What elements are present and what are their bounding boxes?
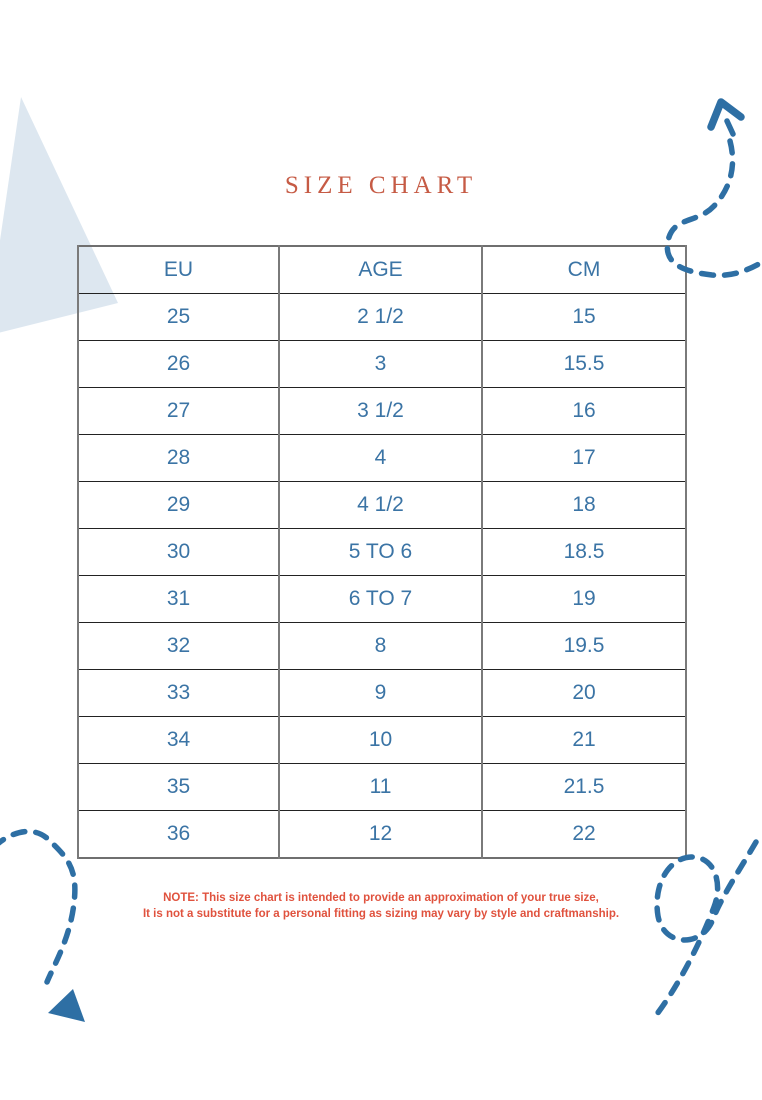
table-row: 29 4 1/2 18 (77, 481, 687, 529)
header-row: EU AGE CM (77, 245, 687, 294)
table-cell: 21 (481, 716, 687, 764)
header-cell-age: AGE (278, 245, 483, 294)
table-cell: 32 (77, 622, 280, 670)
table-cell: 12 (278, 810, 483, 859)
table-cell: 18 (481, 481, 687, 529)
size-chart-section: EU AGE CM 25 2 1/2 15 26 3 15.5 27 3 1/2 16 28 4 17 29… (77, 245, 687, 859)
table-cell: 6 TO 7 (278, 575, 483, 623)
table-cell: 15 (481, 293, 687, 341)
dashed-loop-icon (654, 839, 759, 1017)
table-row: 33 9 20 (77, 669, 687, 717)
note-line-1: NOTE: This size chart is intended to pro… (163, 892, 599, 904)
table-cell: 3 (278, 340, 483, 388)
table-cell: 33 (77, 669, 280, 717)
table-cell: 29 (77, 481, 280, 529)
table-cell: 15.5 (481, 340, 687, 388)
table-row: 35 11 21.5 (77, 763, 687, 811)
table-cell: 5 TO 6 (278, 528, 483, 576)
table-cell: 26 (77, 340, 280, 388)
table-cell: 20 (481, 669, 687, 717)
table-cell: 8 (278, 622, 483, 670)
table-cell: 9 (278, 669, 483, 717)
table-cell: 17 (481, 434, 687, 482)
table-cell: 10 (278, 716, 483, 764)
table-cell: 16 (481, 387, 687, 435)
table-row: 34 10 21 (77, 716, 687, 764)
table-row: 26 3 15.5 (77, 340, 687, 388)
size-chart-note: NOTE: This size chart is intended to pro… (0, 891, 762, 922)
table-cell: 21.5 (481, 763, 687, 811)
table-cell: 28 (77, 434, 280, 482)
table-cell: 22 (481, 810, 687, 859)
table-cell: 25 (77, 293, 280, 341)
header-cell-cm: CM (481, 245, 687, 294)
table-row: 25 2 1/2 15 (77, 293, 687, 341)
table-cell: 18.5 (481, 528, 687, 576)
size-chart-table: EU AGE CM 25 2 1/2 15 26 3 15.5 27 3 1/2 16 28 4 17 29… (77, 245, 687, 859)
arrowhead-triangle (48, 989, 85, 1022)
table-cell: 3 1/2 (278, 387, 483, 435)
table-cell: 4 1/2 (278, 481, 483, 529)
table-cell: 19 (481, 575, 687, 623)
table-cell: 2 1/2 (278, 293, 483, 341)
table-row: 36 12 22 (77, 810, 687, 859)
table-cell: 11 (278, 763, 483, 811)
table-row: 28 4 17 (77, 434, 687, 482)
dashed-arrow-down-left-icon (0, 828, 85, 1022)
table-row: 27 3 1/2 16 (77, 387, 687, 435)
table-cell: 36 (77, 810, 280, 859)
page-title: SIZE CHART (284, 172, 478, 199)
table-cell: 19.5 (481, 622, 687, 670)
table-cell: 27 (77, 387, 280, 435)
table-cell: 30 (77, 528, 280, 576)
table-body: 25 2 1/2 15 26 3 15.5 27 3 1/2 16 28 4 17 29 4 1/2 18 3… (77, 293, 687, 859)
table-row: 31 6 TO 7 19 (77, 575, 687, 623)
table-row: 30 5 TO 6 18.5 (77, 528, 687, 576)
table-cell: 31 (77, 575, 280, 623)
table-cell: 4 (278, 434, 483, 482)
note-line-2: It is not a substitute for a personal fi… (142, 907, 620, 920)
header-cell-eu: EU (77, 245, 280, 294)
table-cell: 34 (77, 716, 280, 764)
table-cell: 35 (77, 763, 280, 811)
table-row: 32 8 19.5 (77, 622, 687, 670)
